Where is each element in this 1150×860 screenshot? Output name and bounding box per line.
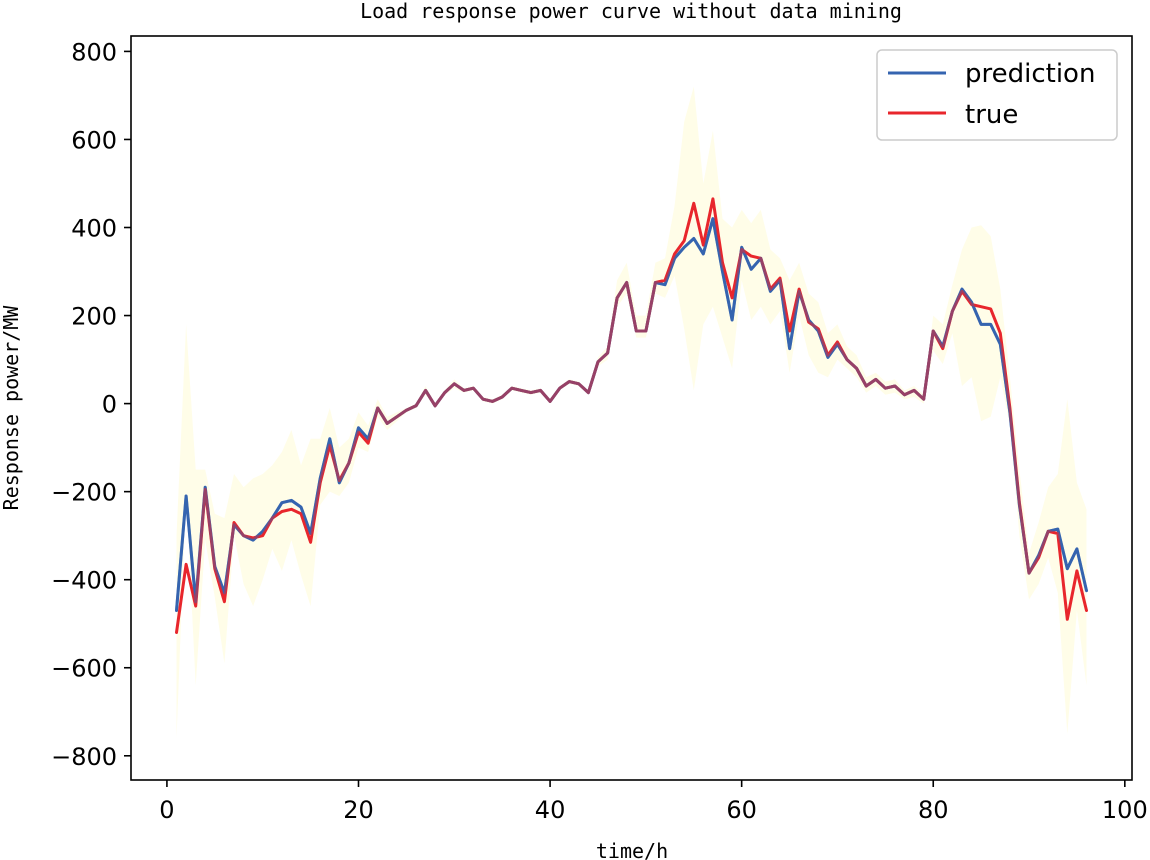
series-layer [175, 197, 1088, 634]
x-tick-label: 60 [726, 796, 757, 824]
x-axis-label: time/h [596, 839, 668, 860]
confidence-band-layer [176, 86, 1087, 739]
series-line-true [175, 197, 1088, 634]
y-tick-label: 200 [71, 303, 117, 331]
plot-frame [130, 35, 1133, 781]
y-tick-label: 0 [102, 391, 117, 419]
legend: prediction true [876, 49, 1118, 141]
y-tick-label: −200 [51, 479, 117, 507]
y-tick-label: 800 [71, 38, 117, 66]
y-axis-label: Response power/MW [0, 305, 23, 511]
y-tick-label: 400 [71, 215, 117, 243]
x-tick-label: 80 [918, 796, 949, 824]
y-tick-label: 600 [71, 126, 117, 154]
x-tick-label: 0 [159, 796, 174, 824]
chart-title: Load response power curve without data m… [360, 0, 902, 23]
axes-layer: 0 20 40 60 80 100 −800 −600 −400 −200 0 200 400 600 80… [51, 35, 1148, 824]
x-tick-label: 20 [343, 796, 374, 824]
legend-label-true: true [965, 100, 1018, 130]
series-overlap-overlay [175, 217, 1088, 611]
y-tick-label: −800 [51, 743, 117, 771]
confidence-band [176, 86, 1087, 739]
y-tick-label: −600 [51, 655, 117, 683]
x-tick-label: 40 [535, 796, 566, 824]
y-tick-label: −400 [51, 567, 117, 595]
x-tick-label: 100 [1102, 796, 1148, 824]
legend-label-prediction: prediction [965, 59, 1095, 89]
